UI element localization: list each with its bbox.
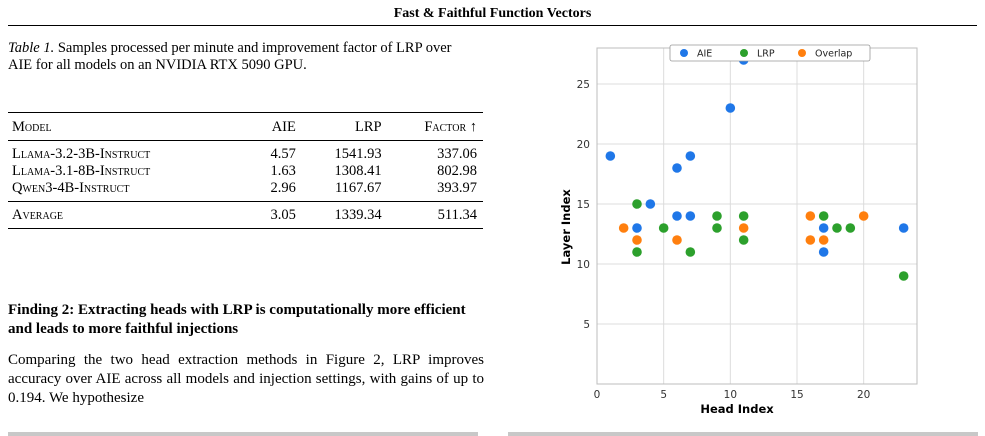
cell-model: Qwen3-4B-Instruct	[12, 180, 130, 196]
legend-marker	[680, 49, 688, 57]
data-point-aie	[605, 151, 616, 161]
legend-marker	[798, 49, 806, 57]
cell-factor: 511.34	[437, 207, 477, 223]
header-factor: Factor ↑	[424, 119, 477, 135]
legend-label: AIE	[697, 49, 712, 60]
y-tick-label: 20	[577, 139, 590, 151]
x-tick-label: 5	[660, 389, 667, 401]
body-paragraph: Comparing the two head extraction method…	[8, 352, 484, 406]
cell-aie: 3.05	[270, 207, 296, 223]
chart-axes: 0 5 10 15 20 5 10 15 20 25	[577, 47, 918, 401]
table-row: Llama-3.2-3B-Instruct 4.57 1541.93 337.0…	[8, 141, 483, 164]
chart-legend: AIE LRP Overlap	[669, 44, 871, 62]
legend-label: Overlap	[815, 49, 852, 60]
cell-aie: 2.96	[270, 180, 296, 196]
data-point-lrp	[632, 199, 642, 209]
data-point-overlap	[858, 211, 869, 221]
header-aie: AIE	[271, 119, 296, 135]
x-tick-label: 10	[724, 389, 737, 401]
section-heading: Finding 2: Extracting heads with LRP is …	[8, 302, 466, 337]
results-table: Model AIE LRP Factor ↑ Llama-3.2-3B-Inst…	[8, 112, 483, 229]
legend-marker	[740, 49, 748, 57]
legend-box	[669, 44, 871, 62]
cell-aie: 4.57	[270, 146, 296, 162]
cell-lrp: 1167.67	[334, 180, 382, 196]
cut-off-text-line	[8, 430, 978, 436]
data-point-aie	[725, 103, 736, 113]
data-point-overlap	[818, 235, 829, 245]
y-tick-label: 15	[577, 199, 590, 211]
data-point-lrp	[832, 223, 842, 233]
table-row: Qwen3-4B-Instruct 2.96 1167.67 393.97	[8, 180, 483, 202]
table-header-row: Model AIE LRP Factor ↑	[8, 112, 483, 141]
data-point-aie	[645, 199, 656, 209]
data-point-aie	[818, 247, 829, 257]
data-point-lrp	[632, 247, 642, 257]
data-point-aie	[672, 211, 682, 221]
cell-lrp: 1541.93	[334, 146, 382, 162]
data-point-aie	[685, 151, 696, 161]
cell-model: Llama-3.1-8B-Instruct	[12, 163, 151, 179]
header-rule	[8, 25, 977, 26]
header-model: Model	[12, 119, 52, 135]
cell-model: Average	[12, 207, 64, 223]
data-point-aie	[685, 211, 696, 221]
data-point-overlap	[672, 235, 682, 245]
data-point-overlap	[618, 223, 629, 233]
data-point-overlap	[632, 235, 642, 245]
data-point-overlap	[805, 211, 816, 221]
x-tick-label: 0	[594, 389, 601, 401]
cell-lrp: 1339.34	[334, 207, 382, 223]
data-point-aie	[818, 223, 829, 233]
data-point-lrp	[658, 223, 669, 233]
data-point-aie	[898, 223, 909, 233]
data-point-lrp	[845, 223, 856, 233]
y-axis-label: Layer Index	[559, 189, 573, 265]
table-caption: Table 1. Samples processed per minute an…	[8, 40, 478, 74]
data-point-lrp	[818, 211, 829, 221]
cell-factor: 802.98	[437, 163, 477, 179]
y-tick-label: 10	[577, 259, 590, 271]
x-tick-label: 20	[857, 389, 870, 401]
data-point-aie	[672, 163, 682, 173]
plot-frame	[596, 47, 918, 385]
caption-text: Samples processed per minute and improve…	[8, 40, 452, 73]
chart-grid	[596, 48, 917, 384]
data-point-lrp	[685, 247, 696, 257]
cell-model: Llama-3.2-3B-Instruct	[12, 146, 151, 162]
cell-factor: 393.97	[437, 180, 477, 196]
chart-points	[605, 55, 909, 281]
scatter-chart: 0 5 10 15 20 5 10 15 20 25 AIE LRP Overlap Head Ind…	[559, 44, 918, 416]
table-row: Llama-3.1-8B-Instruct 1.63 1308.41 802.9…	[8, 163, 483, 180]
data-point-lrp	[738, 211, 749, 221]
y-tick-label: 5	[583, 319, 590, 331]
header-lrp: LRP	[354, 119, 382, 135]
data-point-lrp	[738, 235, 749, 245]
legend-label: LRP	[757, 49, 775, 60]
data-point-lrp	[712, 223, 722, 233]
cell-factor: 337.06	[437, 146, 477, 162]
data-point-overlap	[738, 223, 749, 233]
y-tick-label: 25	[577, 79, 590, 91]
data-point-lrp	[898, 271, 909, 281]
cell-aie: 1.63	[270, 163, 296, 179]
data-point-overlap	[805, 235, 816, 245]
x-axis-label: Head Index	[700, 402, 774, 416]
data-point-aie	[632, 223, 642, 233]
x-tick-label: 15	[790, 389, 803, 401]
running-head: Fast & Faithful Function Vectors	[393, 6, 592, 21]
table-average-row: Average 3.05 1339.34 511.34	[8, 201, 483, 229]
caption-label: Table 1.	[8, 40, 55, 56]
cell-lrp: 1308.41	[334, 163, 382, 179]
data-point-lrp	[712, 211, 722, 221]
